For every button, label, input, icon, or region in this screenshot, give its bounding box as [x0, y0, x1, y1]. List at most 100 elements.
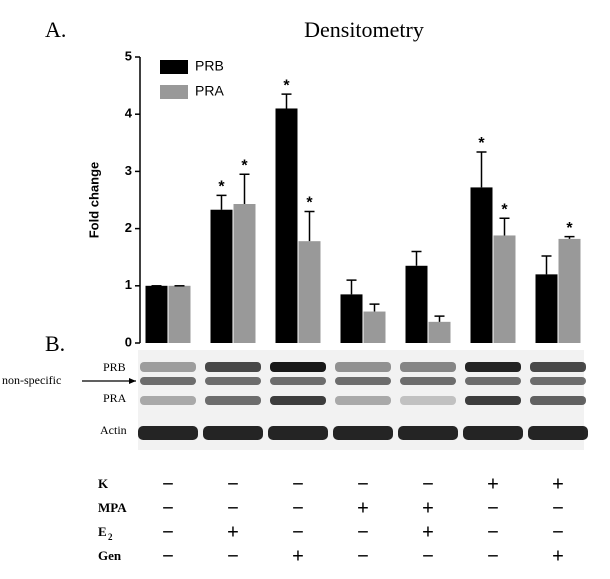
y-tick-label: 0 [125, 334, 132, 349]
row-label: K [98, 476, 109, 491]
error-bar [369, 303, 380, 312]
band [140, 362, 196, 372]
y-tick-label: 1 [125, 277, 132, 292]
band [205, 377, 261, 385]
band [465, 396, 521, 405]
legend-label: PRA [195, 83, 224, 99]
bar [275, 108, 298, 343]
chart-title: Densitometry [304, 17, 424, 42]
bar [470, 187, 493, 343]
treatment-mark: + [552, 545, 564, 567]
treatment-mark: − [487, 521, 499, 543]
error-bar [434, 315, 445, 322]
treatment-mark: − [162, 521, 174, 543]
arrow-head [129, 378, 136, 384]
treatment-mark: − [487, 497, 499, 519]
panel-label: A. [45, 17, 66, 42]
treatment-mark: − [162, 497, 174, 519]
legend-swatch [160, 60, 188, 74]
band [268, 426, 328, 440]
bar [558, 238, 581, 343]
band [465, 362, 521, 372]
treatment-mark: − [422, 545, 434, 567]
band [335, 396, 391, 405]
bar [145, 285, 168, 343]
error-bar [499, 217, 510, 236]
panel-label: B. [45, 331, 65, 356]
error-bar [411, 250, 422, 266]
treatment-mark: − [357, 521, 369, 543]
treatment-mark: + [422, 497, 434, 519]
band [205, 396, 261, 405]
treatment-mark: − [422, 473, 434, 495]
error-bar [304, 210, 315, 242]
blot-label: PRB [103, 360, 126, 374]
treatment-mark: + [487, 473, 499, 495]
band [205, 362, 261, 372]
bar [363, 311, 386, 343]
error-bar [346, 279, 357, 295]
treatment-mark: − [162, 473, 174, 495]
treatment-mark: + [357, 497, 369, 519]
y-tick-label: 4 [125, 106, 133, 121]
bar [298, 241, 321, 343]
significance: * [501, 202, 508, 219]
band [530, 362, 586, 372]
error-bar [239, 173, 250, 205]
band [140, 396, 196, 405]
treatment-mark: − [227, 473, 239, 495]
bar [168, 285, 191, 343]
band [530, 377, 586, 385]
treatment-mark: − [552, 521, 564, 543]
blot-label: non-specific [2, 373, 61, 387]
legend-label: PRB [195, 58, 224, 74]
band [140, 377, 196, 385]
significance: * [566, 220, 573, 237]
significance: * [306, 195, 313, 212]
treatment-mark: + [552, 473, 564, 495]
legend-swatch [160, 85, 188, 99]
row-label: E [98, 524, 107, 539]
error-bar [281, 93, 292, 109]
treatment-mark: − [292, 473, 304, 495]
band [530, 396, 586, 405]
bar [233, 204, 256, 343]
treatment-mark: − [487, 545, 499, 567]
y-axis-label: Fold change [86, 162, 101, 239]
band [400, 362, 456, 372]
treatment-mark: − [552, 497, 564, 519]
treatment-mark: − [227, 545, 239, 567]
treatment-mark: − [227, 497, 239, 519]
treatment-mark: − [162, 545, 174, 567]
blot-bands [138, 362, 588, 440]
band [335, 362, 391, 372]
band [400, 396, 456, 405]
band [203, 426, 263, 440]
band [270, 396, 326, 405]
band [270, 362, 326, 372]
band [400, 377, 456, 385]
error-bar [476, 151, 487, 188]
band [528, 426, 588, 440]
blot-label: Actin [100, 423, 127, 437]
bar [405, 265, 428, 343]
band [398, 426, 458, 440]
error-bar [541, 255, 552, 275]
significance: * [283, 77, 290, 94]
band [465, 377, 521, 385]
band [333, 426, 393, 440]
y-tick-label: 2 [125, 220, 132, 235]
bar [428, 321, 451, 343]
y-tick-label: 3 [125, 163, 132, 178]
band [335, 377, 391, 385]
row-label: MPA [98, 500, 127, 515]
significance: * [241, 157, 248, 174]
bar [535, 274, 558, 343]
blot-label: PRA [103, 391, 127, 405]
y-tick-label: 5 [125, 48, 132, 63]
treatment-mark: − [357, 473, 369, 495]
treatment-mark: + [422, 521, 434, 543]
row-label: Gen [98, 548, 122, 563]
significance: * [478, 135, 485, 152]
